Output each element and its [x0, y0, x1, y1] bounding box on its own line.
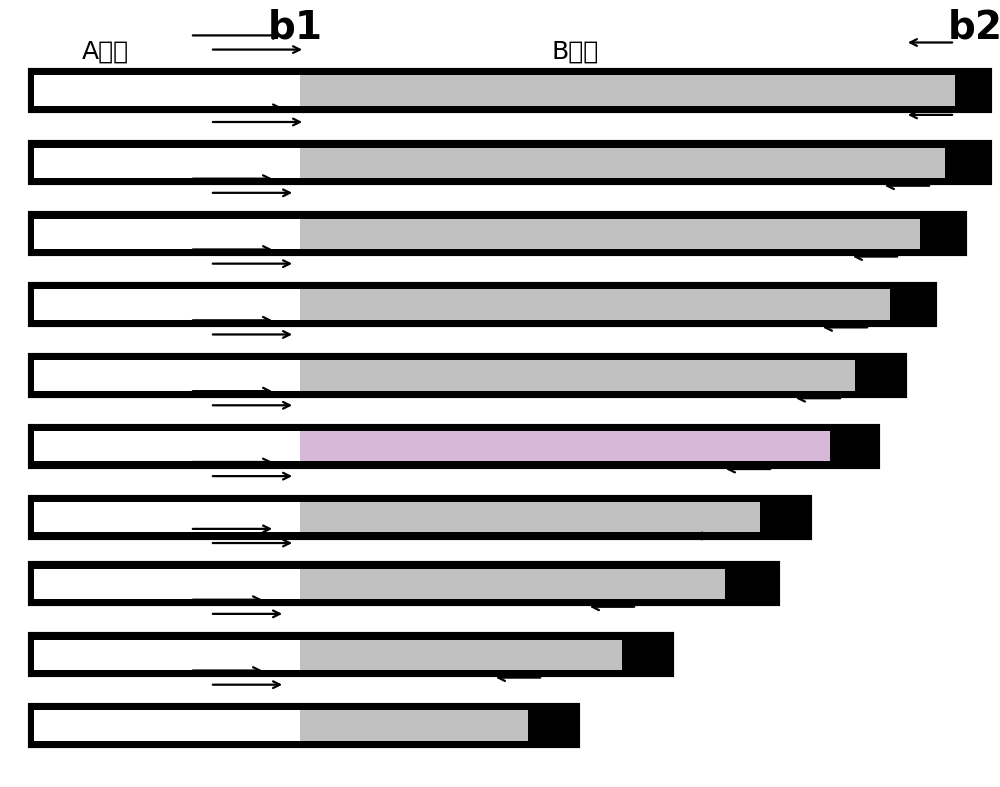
Bar	[34, 219, 300, 249]
Text: A基因: A基因	[81, 39, 129, 63]
Bar	[30, 213, 965, 254]
Bar	[300, 290, 890, 320]
Bar	[30, 70, 990, 111]
Bar	[300, 640, 622, 670]
Bar	[300, 219, 920, 249]
Bar	[30, 497, 810, 538]
Bar	[34, 431, 300, 461]
Bar	[34, 360, 300, 390]
Text: b1: b1	[268, 9, 322, 46]
Bar	[34, 640, 300, 670]
Bar	[300, 76, 955, 105]
Bar	[34, 76, 300, 105]
Bar	[300, 569, 725, 599]
Bar	[30, 705, 578, 746]
Bar	[30, 355, 905, 396]
Bar	[34, 569, 300, 599]
Bar	[30, 284, 935, 325]
Bar	[30, 426, 878, 467]
Text: b2: b2	[948, 9, 1000, 46]
Bar	[300, 431, 830, 461]
Bar	[34, 290, 300, 320]
Bar	[34, 148, 300, 178]
Bar	[34, 502, 300, 532]
Bar	[30, 634, 672, 675]
Bar	[300, 711, 528, 741]
Text: B基因: B基因	[551, 39, 599, 63]
Bar	[30, 142, 990, 183]
Bar	[300, 360, 855, 390]
Bar	[30, 563, 778, 604]
Bar	[300, 502, 760, 532]
Bar	[300, 148, 945, 178]
Bar	[34, 711, 300, 741]
